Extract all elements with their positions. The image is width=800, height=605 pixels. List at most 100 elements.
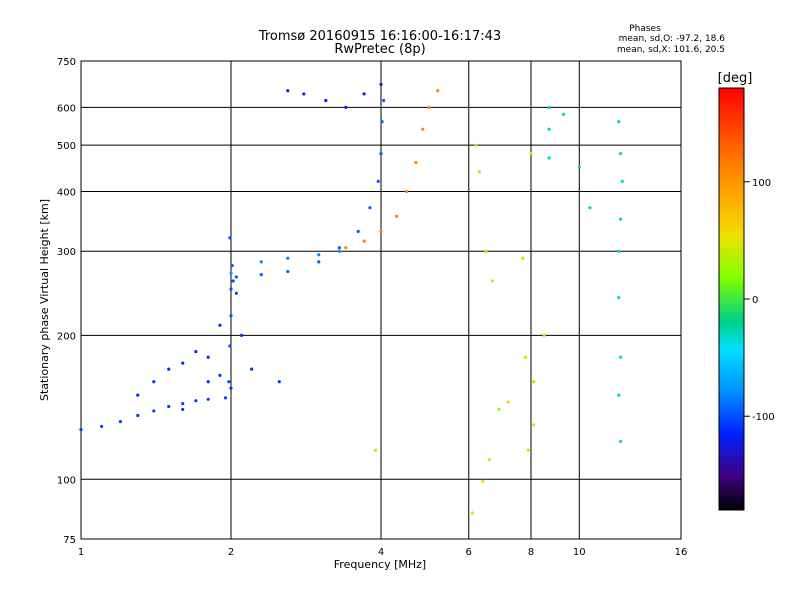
data-point <box>376 179 380 183</box>
data-point <box>521 256 525 260</box>
data-point <box>206 397 210 401</box>
data-point <box>561 112 566 116</box>
data-point <box>529 152 533 156</box>
data-point <box>618 355 623 359</box>
data-point <box>588 206 592 210</box>
data-point <box>136 413 140 418</box>
data-point <box>491 279 495 283</box>
chart-subtitle: RwPretec (8p) <box>334 42 425 57</box>
data-point <box>344 246 348 250</box>
x-tick-label: 2 <box>228 547 234 558</box>
data-point <box>229 287 233 291</box>
data-point <box>362 92 366 96</box>
data-point <box>547 105 551 109</box>
x-axis-label: Frequency [MHz] <box>334 558 426 571</box>
data-point <box>286 269 290 274</box>
data-points <box>79 82 624 515</box>
stats-o-line: mean, sd,O: -97.2, 18.6 <box>619 34 726 44</box>
data-point <box>617 393 621 397</box>
data-point <box>380 120 384 124</box>
data-point <box>234 291 238 295</box>
y-tick-label: 75 <box>63 535 76 546</box>
stats-x-line: mean, sd,X: 101.6, 20.5 <box>617 45 725 55</box>
data-point <box>379 82 383 87</box>
x-tick-labels: 1 2 4 6 8 10 16 <box>78 547 688 558</box>
x-tick-label: 16 <box>675 547 688 558</box>
data-point <box>487 457 491 462</box>
data-point <box>239 333 244 337</box>
data-point <box>477 170 481 174</box>
data-point <box>532 423 536 427</box>
data-point <box>230 263 234 268</box>
data-point <box>344 105 348 109</box>
x-tick-label: 1 <box>78 547 84 558</box>
data-point <box>506 400 510 404</box>
data-point <box>617 249 621 253</box>
data-point <box>167 404 171 409</box>
y-tick-label: 100 <box>57 475 76 486</box>
y-tick-label: 300 <box>57 247 76 258</box>
colorbar-tick-label: 0 <box>752 295 758 306</box>
data-point <box>259 260 263 264</box>
colorbar-tick-label: -100 <box>752 412 775 423</box>
data-point <box>542 333 546 337</box>
data-point <box>286 89 290 93</box>
y-tick-label: 500 <box>57 141 76 152</box>
x-tick-label: 4 <box>378 547 384 558</box>
x-tick-label: 10 <box>573 547 586 558</box>
y-tick-label: 400 <box>57 187 76 198</box>
data-point <box>620 179 624 183</box>
data-point <box>228 236 232 240</box>
data-point <box>618 152 623 156</box>
data-point <box>368 206 372 210</box>
data-point <box>337 249 341 253</box>
data-point <box>382 98 386 103</box>
data-point <box>317 260 321 264</box>
y-tick-label: 200 <box>57 331 76 342</box>
data-point <box>181 361 185 365</box>
data-point <box>379 229 383 234</box>
colorbar <box>718 87 745 511</box>
data-point <box>100 424 104 429</box>
y-tick-labels: 75 100 200 300 400 500 600 750 <box>57 57 76 546</box>
data-point <box>532 380 536 384</box>
colorbar-tick-label: 100 <box>752 178 771 189</box>
data-point <box>404 189 409 194</box>
data-point <box>618 217 623 221</box>
x-tick-label: 8 <box>528 547 534 558</box>
data-point <box>356 229 360 234</box>
data-point <box>427 105 431 109</box>
data-point <box>229 271 233 275</box>
data-point <box>229 314 233 318</box>
data-point <box>79 428 83 432</box>
y-axis-label: Stationary phase Virtual Height [km] <box>38 199 51 401</box>
data-point <box>523 355 528 359</box>
chart-title: Tromsø 20160915 16:16:00-16:17:43 <box>258 29 501 44</box>
data-point <box>379 152 383 156</box>
data-point <box>250 367 254 371</box>
data-point <box>577 165 581 169</box>
colorbar-ticks: 100 0 -100 <box>744 178 775 423</box>
y-tick-label: 600 <box>57 103 76 114</box>
data-point <box>414 160 418 165</box>
data-point <box>286 256 290 260</box>
data-point <box>118 420 123 424</box>
data-point <box>218 323 222 327</box>
data-point <box>206 380 210 384</box>
data-point <box>167 367 171 371</box>
data-point <box>470 511 474 515</box>
data-point <box>227 380 231 384</box>
data-point <box>547 156 551 160</box>
data-point <box>324 98 328 103</box>
y-tick-label: 750 <box>57 57 76 68</box>
data-point <box>152 409 156 413</box>
grid-lines <box>81 61 681 539</box>
data-point <box>181 407 185 412</box>
data-point <box>484 249 488 253</box>
data-point <box>547 127 551 131</box>
data-point <box>152 380 156 384</box>
data-point <box>474 143 478 147</box>
data-point <box>617 120 621 124</box>
colorbar-label: [deg] <box>718 71 753 86</box>
